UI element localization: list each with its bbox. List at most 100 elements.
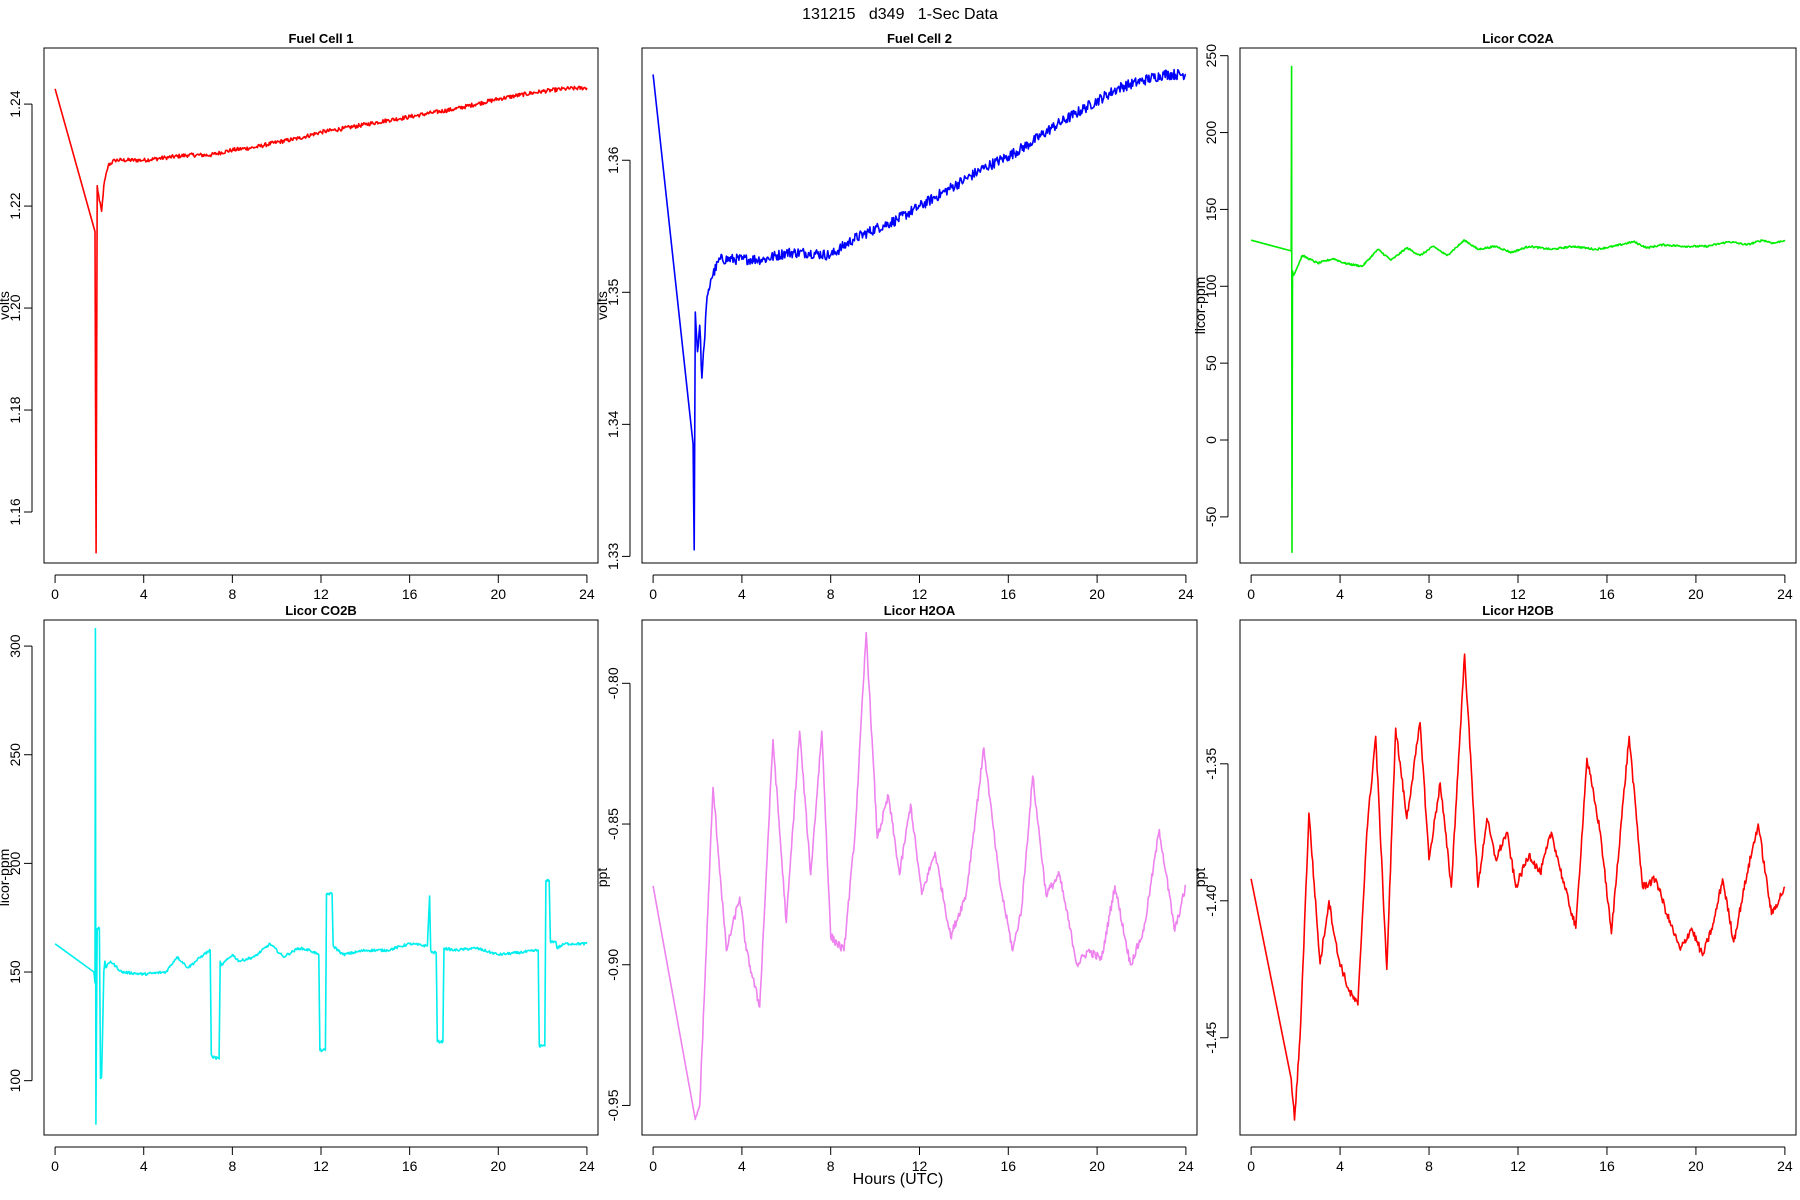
- y-tick-label: -0.95: [605, 1089, 621, 1121]
- y-axis-label: volts: [0, 291, 12, 320]
- x-tick-label: 20: [1688, 586, 1704, 602]
- x-tick-label: 12: [912, 1158, 928, 1174]
- y-axis-label: ppt: [594, 868, 610, 888]
- chart-panel: Fuel Cell 2 0 4 8 12 16 20 24 1.33 1.34 1.35 1.36 vo…: [594, 31, 1198, 602]
- y-tick-label: 50: [1203, 355, 1219, 371]
- y-tick-label: 1.36: [605, 146, 621, 173]
- x-tick-label: 8: [228, 1158, 236, 1174]
- x-tick-label: 20: [490, 1158, 506, 1174]
- x-tick-label: 20: [1089, 1158, 1105, 1174]
- x-tick-label: 0: [51, 1158, 59, 1174]
- series-line: [1250, 65, 1786, 553]
- x-tick-label: 16: [1001, 1158, 1017, 1174]
- plot-frame: [43, 47, 599, 564]
- panel-title: Licor CO2A: [1482, 31, 1554, 46]
- x-tick-label: 16: [402, 586, 418, 602]
- chart-panel: Licor H2OB 0 4 8 12 16 20 24 -1.45 -1.40 -1.35 ppt: [1192, 603, 1797, 1174]
- x-tick-label: 20: [490, 586, 506, 602]
- x-tick-label: 8: [228, 586, 236, 602]
- x-tick-label: 12: [1510, 1158, 1526, 1174]
- y-axis-label: ppt: [1192, 868, 1208, 888]
- y-tick-label: 150: [7, 960, 23, 984]
- y-tick-label: 150: [1203, 198, 1219, 222]
- y-tick-label: 1.16: [7, 498, 23, 525]
- y-tick-label: -0.85: [605, 808, 621, 840]
- y-tick-label: -1.40: [1203, 885, 1219, 917]
- y-tick-label: 200: [7, 851, 23, 875]
- plot-frame: [641, 619, 1198, 1136]
- y-tick-label: 300: [7, 634, 23, 658]
- x-tick-label: 0: [1247, 586, 1255, 602]
- x-tick-label: 0: [649, 586, 657, 602]
- y-tick-label: 1.18: [7, 396, 23, 423]
- x-tick-label: 24: [1777, 1158, 1793, 1174]
- chart-panel: Fuel Cell 1 0 4 8 12 16 20 24 1.16 1.18 1.20 1.22 1.…: [0, 31, 599, 602]
- y-tick-label: 200: [1203, 121, 1219, 145]
- y-axis-label: licor-ppm: [1192, 277, 1208, 335]
- y-tick-label: 100: [7, 1069, 23, 1093]
- x-tick-label: 12: [912, 586, 928, 602]
- y-axis-label: volts: [594, 291, 610, 320]
- y-tick-label: 250: [1203, 44, 1219, 68]
- series-line: [652, 631, 1187, 1121]
- series-line: [54, 85, 588, 554]
- x-tick-label: 24: [1777, 586, 1793, 602]
- x-tick-label: 24: [579, 1158, 595, 1174]
- panel-title: Fuel Cell 2: [887, 31, 952, 46]
- chart-panel: Licor CO2A 0 4 8 12 16 20 24 -50 0 50 100 150 200 250 l…: [1192, 31, 1797, 602]
- x-tick-label: 0: [1247, 1158, 1255, 1174]
- x-tick-label: 24: [1178, 1158, 1194, 1174]
- x-tick-label: 4: [1336, 1158, 1344, 1174]
- y-tick-label: 1.20: [7, 294, 23, 321]
- y-tick-label: 1.34: [605, 411, 621, 438]
- y-axis-label: licor-ppm: [0, 849, 12, 907]
- chart-panel: Licor CO2B 0 4 8 12 16 20 24 100 150 200 250 300 lico…: [0, 603, 599, 1174]
- x-tick-label: 0: [51, 586, 59, 602]
- y-tick-label: -0.90: [605, 949, 621, 981]
- x-tick-label: 16: [402, 1158, 418, 1174]
- plot-frame: [43, 619, 599, 1136]
- y-tick-label: 0: [1203, 436, 1219, 444]
- series-line: [652, 68, 1187, 551]
- plot-frame: [1239, 619, 1797, 1136]
- figure-x-axis-label: Hours (UTC): [853, 1171, 944, 1188]
- y-tick-label: 250: [7, 743, 23, 767]
- x-tick-label: 16: [1599, 1158, 1615, 1174]
- x-tick-label: 0: [649, 1158, 657, 1174]
- x-tick-label: 8: [827, 586, 835, 602]
- series-line: [1250, 653, 1786, 1121]
- x-tick-label: 24: [1178, 586, 1194, 602]
- x-tick-label: 8: [1425, 586, 1433, 602]
- x-tick-label: 16: [1599, 586, 1615, 602]
- x-tick-label: 24: [579, 586, 595, 602]
- x-tick-label: 4: [738, 586, 746, 602]
- x-tick-label: 4: [140, 1158, 148, 1174]
- x-tick-label: 16: [1001, 586, 1017, 602]
- y-tick-label: 100: [1203, 274, 1219, 298]
- x-tick-label: 12: [1510, 586, 1526, 602]
- y-tick-label: -1.35: [1203, 748, 1219, 780]
- x-tick-label: 4: [738, 1158, 746, 1174]
- x-tick-label: 8: [827, 1158, 835, 1174]
- x-tick-label: 20: [1089, 586, 1105, 602]
- y-tick-label: -0.80: [605, 667, 621, 699]
- x-tick-label: 4: [140, 586, 148, 602]
- figure-title: 131215 d349 1-Sec Data: [802, 6, 998, 23]
- y-tick-label: 1.24: [7, 90, 23, 117]
- panel-title: Licor CO2B: [285, 603, 357, 618]
- panel-title: Licor H2OB: [1482, 603, 1554, 618]
- x-tick-label: 8: [1425, 1158, 1433, 1174]
- plot-frame: [641, 47, 1198, 564]
- x-tick-label: 12: [313, 586, 329, 602]
- y-tick-label: -50: [1203, 507, 1219, 527]
- plot-frame: [1239, 47, 1797, 564]
- x-tick-label: 12: [313, 1158, 329, 1174]
- series-line: [54, 627, 588, 1125]
- panel-title: Licor H2OA: [884, 603, 956, 618]
- y-tick-label: 1.35: [605, 278, 621, 305]
- y-tick-label: 1.33: [605, 543, 621, 570]
- x-tick-label: 4: [1336, 586, 1344, 602]
- panel-title: Fuel Cell 1: [288, 31, 353, 46]
- y-tick-label: 1.22: [7, 192, 23, 219]
